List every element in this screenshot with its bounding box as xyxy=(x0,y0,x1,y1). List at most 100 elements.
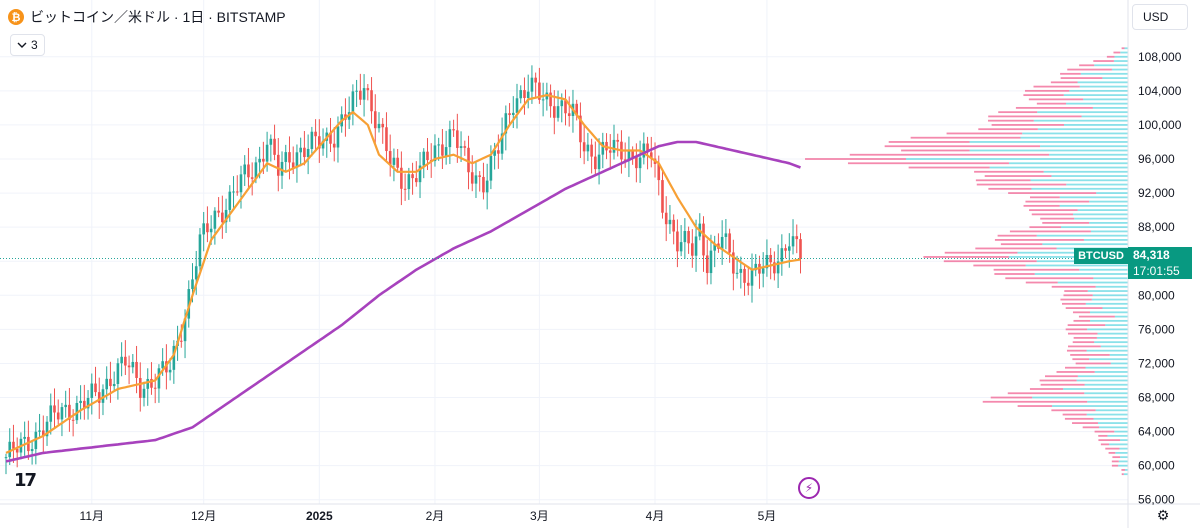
chart-title: ビットコイン／米ドル · 1日 · BITSTAMP xyxy=(30,9,286,25)
volume-profile-down-bar xyxy=(1040,383,1085,386)
candle-body xyxy=(53,405,56,413)
volume-profile-up-bar xyxy=(1084,383,1128,386)
flash-icon[interactable]: ⚡ xyxy=(798,477,820,499)
volume-profile-down-bar xyxy=(1060,72,1081,75)
volume-profile-up-bar xyxy=(1094,371,1128,373)
candle-body xyxy=(105,378,109,390)
x-tick-label: 4月 xyxy=(646,509,665,523)
candle-body xyxy=(135,361,138,378)
candle-body xyxy=(594,156,597,170)
candle-body xyxy=(470,172,474,184)
candle-body xyxy=(359,90,362,100)
volume-profile-down-bar xyxy=(1065,307,1103,309)
candle-body xyxy=(553,106,556,118)
candle-body xyxy=(530,77,534,92)
volume-profile-up-bar xyxy=(1123,473,1128,476)
volume-profile-up-bar xyxy=(1113,60,1128,62)
candle-body xyxy=(221,212,224,223)
candle-body xyxy=(250,177,254,179)
candle-body xyxy=(478,175,482,177)
volume-profile-down-bar xyxy=(1017,405,1053,407)
settings-gear-icon[interactable]: ⚙ xyxy=(1156,506,1170,523)
candle-body xyxy=(691,243,694,256)
candle-body xyxy=(265,144,269,162)
candle-body xyxy=(623,159,627,161)
volume-profile-down-bar xyxy=(1067,324,1106,327)
volume-profile-up-bar xyxy=(1017,251,1128,254)
candle-body xyxy=(493,150,496,156)
volume-profile-down-bar xyxy=(944,251,1018,254)
candle-body xyxy=(109,378,112,387)
volume-profile-down-bar xyxy=(1079,64,1095,67)
y-tick-label: 80,000 xyxy=(1138,288,1175,302)
volume-profile-up-bar xyxy=(1030,179,1128,182)
volume-profile-up-bar xyxy=(1089,311,1128,314)
candle-body xyxy=(746,282,750,286)
symbol-price-label: BTCUSD xyxy=(1074,248,1128,264)
volume-profile-down-bar xyxy=(1067,68,1112,71)
volume-profile-down-bar xyxy=(1072,422,1098,424)
volume-profile-down-bar xyxy=(849,153,1050,156)
indicator-collapse-button[interactable]: 3 xyxy=(10,34,45,56)
candle-body xyxy=(235,191,239,193)
bar-countdown-label: 17:01:55 xyxy=(1128,263,1192,279)
volume-profile-down-bar xyxy=(1045,375,1078,378)
candle-body xyxy=(94,383,97,393)
volume-profile-down-bar xyxy=(1063,294,1093,297)
volume-profile-down-bar xyxy=(1100,443,1110,446)
volume-profile-down-bar xyxy=(1082,426,1100,429)
tradingview-logo[interactable]: 17 xyxy=(14,470,37,491)
candle-body xyxy=(567,113,571,117)
volume-profile-down-bar xyxy=(1073,336,1097,339)
y-tick-label: 72,000 xyxy=(1138,356,1175,370)
volume-profile-down-bar xyxy=(1105,447,1120,450)
candle-body xyxy=(728,233,731,253)
volume-profile-up-bar xyxy=(1095,409,1128,412)
volume-profile-up-bar xyxy=(1037,128,1128,131)
candle-body xyxy=(765,254,769,269)
candle-body xyxy=(224,209,228,223)
candle-body xyxy=(642,143,646,158)
volume-profile-up-bar xyxy=(905,158,1128,160)
candle-body xyxy=(79,400,82,403)
volume-profile-up-bar xyxy=(1089,221,1128,224)
volume-profile-up-bar xyxy=(1036,234,1128,237)
volume-profile-down-bar xyxy=(1111,460,1119,463)
candle-body xyxy=(288,152,291,163)
volume-profile-up-bar xyxy=(1094,64,1128,67)
candle-body xyxy=(735,272,739,274)
volume-profile-down-bar xyxy=(1036,102,1067,105)
candle-body xyxy=(60,407,64,420)
candle-body xyxy=(560,100,564,107)
candle-body xyxy=(142,388,146,398)
candle-body xyxy=(127,365,131,368)
volume-profile-down-bar xyxy=(1073,319,1091,322)
volume-profile-up-bar xyxy=(1086,413,1128,416)
volume-profile-up-bar xyxy=(1049,153,1128,156)
candle-body xyxy=(45,421,49,437)
candle-body xyxy=(400,167,403,189)
currency-select[interactable]: USD xyxy=(1132,4,1188,30)
volume-profile-down-bar xyxy=(974,170,1044,173)
volume-profile-down-bar xyxy=(1072,358,1090,361)
currency-label: USD xyxy=(1143,10,1169,24)
volume-profile-down-bar xyxy=(988,115,1082,118)
volume-profile-down-bar xyxy=(1066,349,1087,352)
candle-body xyxy=(303,147,306,158)
candle-body xyxy=(168,369,172,373)
volume-profile-down-bar xyxy=(1070,354,1110,356)
volume-profile-down-bar xyxy=(1029,209,1078,212)
volume-profile-down-bar xyxy=(1025,200,1090,203)
volume-profile-down-bar xyxy=(988,187,1032,190)
volume-profile-down-bar xyxy=(990,396,1033,399)
candle-body xyxy=(437,144,440,146)
volume-profile-up-bar xyxy=(1120,456,1128,459)
volume-profile-down-bar xyxy=(908,166,990,169)
volume-profile-down-bar xyxy=(1111,464,1119,467)
x-tick-label: 5月 xyxy=(758,509,777,523)
candle-body xyxy=(247,164,250,178)
volume-profile-down-bar xyxy=(1029,196,1060,199)
volume-profile-up-bar xyxy=(1032,396,1128,399)
volume-profile-down-bar xyxy=(976,183,1067,186)
